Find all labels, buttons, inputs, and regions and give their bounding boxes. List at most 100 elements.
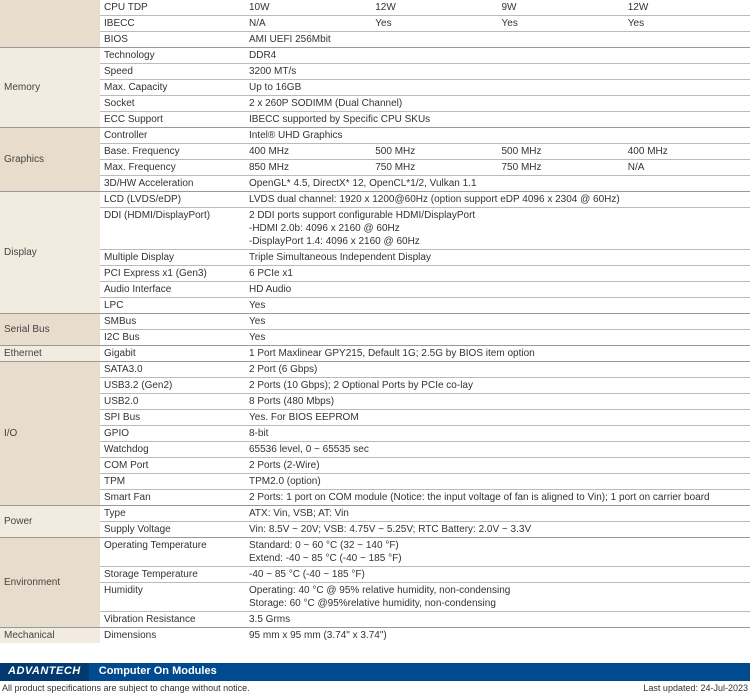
spec-value: 2 Port (6 Gbps): [245, 362, 750, 378]
spec-label: Socket: [100, 96, 245, 112]
spec-value: IBECC supported by Specific CPU SKUs: [245, 112, 750, 128]
spec-label: SMBus: [100, 314, 245, 330]
spec-value: 750 MHz: [498, 160, 624, 176]
spec-value: 12W: [371, 0, 497, 16]
spec-value: Yes: [371, 16, 497, 32]
spec-label: COM Port: [100, 458, 245, 474]
spec-label: 3D/HW Acceleration: [100, 176, 245, 192]
spec-value: 6 PCIe x1: [245, 266, 750, 282]
category-cell: Ethernet: [0, 346, 100, 362]
spec-value: 500 MHz: [498, 144, 624, 160]
spec-value: HD Audio: [245, 282, 750, 298]
spec-value: 65536 level, 0 ~ 65535 sec: [245, 442, 750, 458]
spec-label: Smart Fan: [100, 490, 245, 506]
category-cell: Display: [0, 192, 100, 314]
spec-label: BIOS: [100, 32, 245, 48]
category-cell: Environment: [0, 538, 100, 628]
spec-value: AMI UEFI 256Mbit: [245, 32, 750, 48]
category-cell: Mechanical: [0, 628, 100, 644]
spec-value: 2 DDI ports support configurable HDMI/Di…: [245, 208, 750, 250]
spec-label: IBECC: [100, 16, 245, 32]
spec-value: Yes: [245, 298, 750, 314]
spec-value: Yes: [624, 16, 750, 32]
category-cell: Memory: [0, 48, 100, 128]
spec-value: Yes: [498, 16, 624, 32]
category-cell: Graphics: [0, 128, 100, 192]
spec-label: Type: [100, 506, 245, 522]
spec-value: 10W: [245, 0, 371, 16]
spec-value: Vin: 8.5V ~ 20V; VSB: 4.75V ~ 5.25V; RTC…: [245, 522, 750, 538]
spec-value: 9W: [498, 0, 624, 16]
spec-value: 2 Ports: 1 port on COM module (Notice: t…: [245, 490, 750, 506]
spec-label: SATA3.0: [100, 362, 245, 378]
spec-label: Gigabit: [100, 346, 245, 362]
spec-value: N/A: [245, 16, 371, 32]
spec-label: Multiple Display: [100, 250, 245, 266]
spec-label: USB2.0: [100, 394, 245, 410]
spec-label: ECC Support: [100, 112, 245, 128]
spec-value: 500 MHz: [371, 144, 497, 160]
spec-value: ATX: Vin, VSB; AT: Vin: [245, 506, 750, 522]
spec-value: 2 x 260P SODIMM (Dual Channel): [245, 96, 750, 112]
footer-left-note: All product specifications are subject t…: [2, 683, 250, 693]
spec-label: Supply Voltage: [100, 522, 245, 538]
spec-value: Yes. For BIOS EEPROM: [245, 410, 750, 426]
spec-value: 95 mm x 95 mm (3.74" x 3.74"): [245, 628, 750, 644]
spec-label: PCI Express x1 (Gen3): [100, 266, 245, 282]
spec-value: LVDS dual channel: 1920 x 1200@60Hz (opt…: [245, 192, 750, 208]
footer-bar: ADVANTECH Computer On Modules: [0, 663, 750, 681]
category-cell: Power: [0, 506, 100, 538]
footer-notes: All product specifications are subject t…: [0, 681, 750, 695]
spec-label: GPIO: [100, 426, 245, 442]
spec-table: CPU TDP10W12W9W12WIBECCN/AYesYesYesBIOSA…: [0, 0, 750, 643]
spec-value: 850 MHz: [245, 160, 371, 176]
spec-value: N/A: [624, 160, 750, 176]
spec-value: TPM2.0 (option): [245, 474, 750, 490]
spec-label: Storage Temperature: [100, 567, 245, 583]
spec-value: Yes: [245, 330, 750, 346]
spec-label: CPU TDP: [100, 0, 245, 16]
spec-label: Audio Interface: [100, 282, 245, 298]
spec-value: 2 Ports (10 Gbps); 2 Optional Ports by P…: [245, 378, 750, 394]
spec-label: Humidity: [100, 583, 245, 612]
spec-value: 12W: [624, 0, 750, 16]
spec-label: Base. Frequency: [100, 144, 245, 160]
spec-value: 400 MHz: [624, 144, 750, 160]
spec-label: Operating Temperature: [100, 538, 245, 567]
spec-label: DDI (HDMI/DisplayPort): [100, 208, 245, 250]
spec-value: 1 Port Maxlinear GPY215, Default 1G; 2.5…: [245, 346, 750, 362]
spec-value: 400 MHz: [245, 144, 371, 160]
spec-value: Intel® UHD Graphics: [245, 128, 750, 144]
category-cell: [0, 0, 100, 48]
footer-right-note: Last updated: 24-Jul-2023: [643, 683, 748, 693]
footer-logo: ADVANTECH: [0, 663, 89, 681]
spec-value: 8 Ports (480 Mbps): [245, 394, 750, 410]
spec-value: Up to 16GB: [245, 80, 750, 96]
category-cell: I/O: [0, 362, 100, 506]
spec-value: Triple Simultaneous Independent Display: [245, 250, 750, 266]
spec-value: -40 ~ 85 °C (-40 ~ 185 °F): [245, 567, 750, 583]
spec-label: Technology: [100, 48, 245, 64]
spec-label: TPM: [100, 474, 245, 490]
category-cell: Serial Bus: [0, 314, 100, 346]
spec-label: LCD (LVDS/eDP): [100, 192, 245, 208]
spec-label: Dimensions: [100, 628, 245, 644]
spec-value: Operating: 40 °C @ 95% relative humidity…: [245, 583, 750, 612]
spec-value: OpenGL* 4.5, DirectX* 12, OpenCL*1/2, Vu…: [245, 176, 750, 192]
spec-value: 750 MHz: [371, 160, 497, 176]
spec-label: Max. Frequency: [100, 160, 245, 176]
footer-title: Computer On Modules: [89, 663, 750, 681]
spec-label: LPC: [100, 298, 245, 314]
spec-value: 3.5 Grms: [245, 612, 750, 628]
spec-value: 2 Ports (2-Wire): [245, 458, 750, 474]
spec-label: SPI Bus: [100, 410, 245, 426]
spec-value: DDR4: [245, 48, 750, 64]
spec-value: 3200 MT/s: [245, 64, 750, 80]
spec-label: Speed: [100, 64, 245, 80]
spec-label: Vibration Resistance: [100, 612, 245, 628]
spec-value: Yes: [245, 314, 750, 330]
spec-label: Watchdog: [100, 442, 245, 458]
spec-label: Max. Capacity: [100, 80, 245, 96]
spec-label: USB3.2 (Gen2): [100, 378, 245, 394]
spec-label: I2C Bus: [100, 330, 245, 346]
